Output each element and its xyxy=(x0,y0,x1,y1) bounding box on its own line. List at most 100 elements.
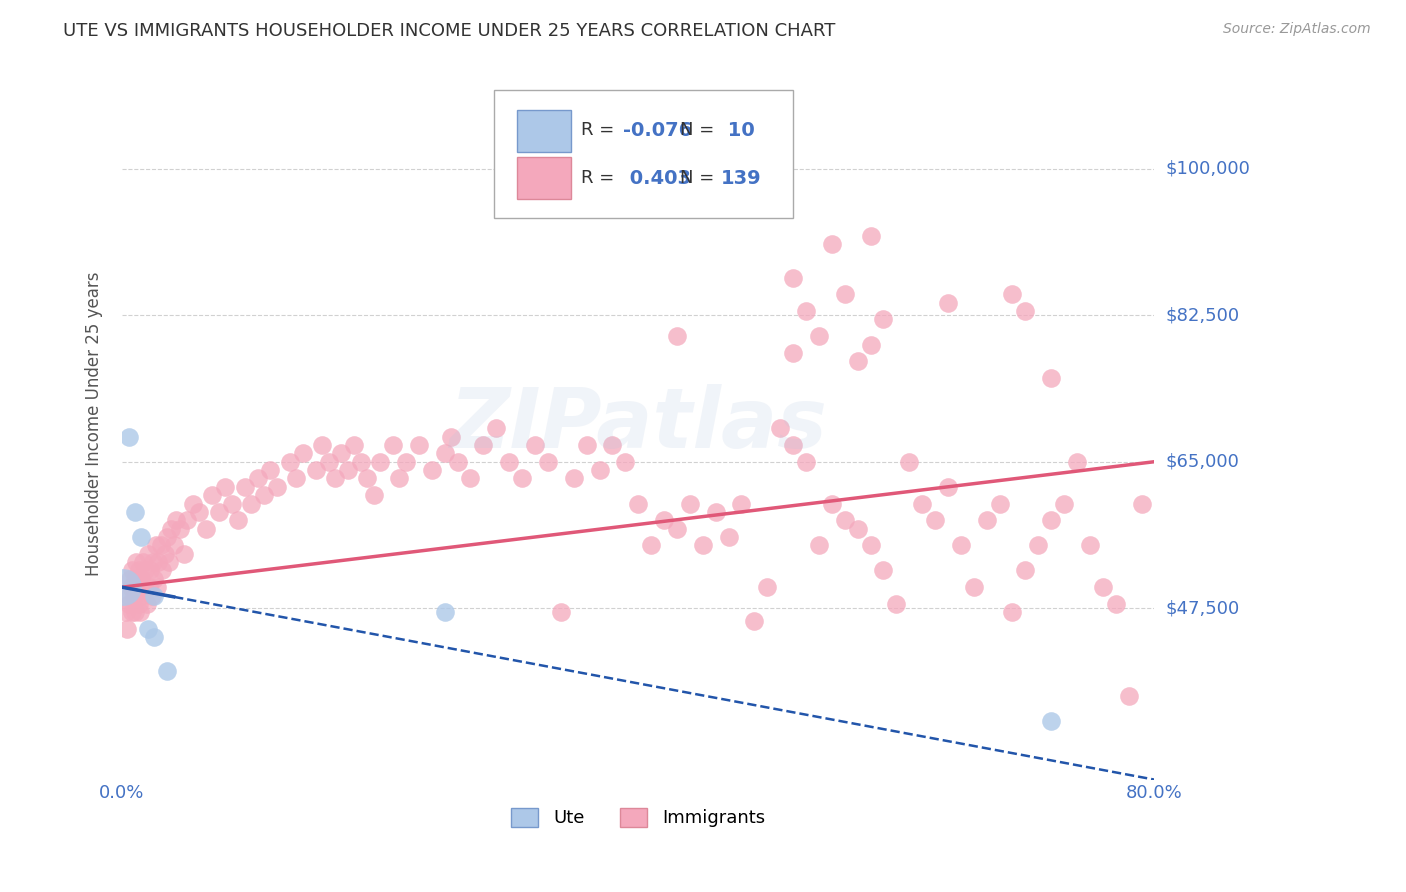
Point xyxy=(118,572,141,586)
Point xyxy=(124,572,146,586)
Point xyxy=(291,446,314,460)
Point xyxy=(318,455,340,469)
Point xyxy=(408,438,430,452)
Point xyxy=(173,547,195,561)
Point xyxy=(240,497,263,511)
Point xyxy=(131,555,153,569)
Text: $47,500: $47,500 xyxy=(1166,599,1240,617)
Point xyxy=(278,455,301,469)
Point xyxy=(1130,497,1153,511)
Point xyxy=(1040,714,1063,728)
Point xyxy=(794,304,817,318)
Text: UTE VS IMMIGRANTS HOUSEHOLDER INCOME UNDER 25 YEARS CORRELATION CHART: UTE VS IMMIGRANTS HOUSEHOLDER INCOME UND… xyxy=(63,22,835,40)
Point xyxy=(807,329,830,343)
Point xyxy=(143,589,166,603)
Point xyxy=(794,455,817,469)
Point xyxy=(1040,513,1063,527)
Point xyxy=(485,421,508,435)
Point xyxy=(330,446,353,460)
Point xyxy=(121,564,143,578)
Point xyxy=(156,530,179,544)
Text: R =: R = xyxy=(582,121,614,139)
Point xyxy=(756,580,779,594)
Point xyxy=(744,614,766,628)
Point xyxy=(420,463,443,477)
Point xyxy=(246,471,269,485)
Point xyxy=(201,488,224,502)
Point xyxy=(125,555,148,569)
Point xyxy=(138,580,160,594)
FancyBboxPatch shape xyxy=(494,90,793,218)
Point xyxy=(129,605,152,619)
Point xyxy=(395,455,418,469)
Point xyxy=(665,329,688,343)
Point xyxy=(143,572,166,586)
Point xyxy=(148,555,170,569)
Text: 0.403: 0.403 xyxy=(623,169,690,187)
Point xyxy=(976,513,998,527)
Point xyxy=(602,438,624,452)
Point xyxy=(692,538,714,552)
Point xyxy=(807,538,830,552)
Point xyxy=(131,572,153,586)
Point xyxy=(1118,689,1140,703)
Text: -0.076: -0.076 xyxy=(623,121,692,140)
Point xyxy=(149,538,172,552)
Point xyxy=(136,622,159,636)
Point xyxy=(704,505,727,519)
Point xyxy=(665,522,688,536)
Point xyxy=(124,605,146,619)
Point xyxy=(537,455,560,469)
Point xyxy=(679,497,702,511)
Point xyxy=(988,497,1011,511)
Point xyxy=(846,522,869,536)
Point xyxy=(1053,497,1076,511)
Point xyxy=(963,580,986,594)
Point xyxy=(128,597,150,611)
Point xyxy=(188,505,211,519)
Point xyxy=(388,471,411,485)
FancyBboxPatch shape xyxy=(517,110,571,152)
Point xyxy=(433,605,456,619)
Point xyxy=(717,530,740,544)
Point xyxy=(131,530,153,544)
Text: $82,500: $82,500 xyxy=(1166,306,1240,325)
Point xyxy=(846,354,869,368)
Text: ZIPatlas: ZIPatlas xyxy=(450,384,827,465)
Point xyxy=(859,228,882,243)
Point xyxy=(1105,597,1128,611)
Point xyxy=(782,346,804,360)
Point xyxy=(872,564,894,578)
Text: $65,000: $65,000 xyxy=(1166,453,1240,471)
Point xyxy=(122,589,145,603)
Point xyxy=(924,513,946,527)
Point xyxy=(1001,605,1024,619)
Point xyxy=(165,513,187,527)
Text: 139: 139 xyxy=(721,169,762,187)
Point xyxy=(872,312,894,326)
Point xyxy=(221,497,243,511)
Point xyxy=(859,538,882,552)
Point xyxy=(782,438,804,452)
Point xyxy=(208,505,231,519)
Point xyxy=(936,295,959,310)
Point xyxy=(460,471,482,485)
Point xyxy=(821,237,844,252)
Point xyxy=(730,497,752,511)
Point xyxy=(356,471,378,485)
Point xyxy=(169,522,191,536)
Point xyxy=(112,580,135,594)
Legend: Ute, Immigrants: Ute, Immigrants xyxy=(505,801,772,835)
Point xyxy=(1040,371,1063,385)
FancyBboxPatch shape xyxy=(517,157,571,199)
Point xyxy=(139,564,162,578)
Point xyxy=(128,564,150,578)
Point xyxy=(834,287,856,301)
Point xyxy=(382,438,405,452)
Point xyxy=(146,580,169,594)
Point xyxy=(562,471,585,485)
Point xyxy=(510,471,533,485)
Point xyxy=(285,471,308,485)
Point xyxy=(859,337,882,351)
Point xyxy=(145,538,167,552)
